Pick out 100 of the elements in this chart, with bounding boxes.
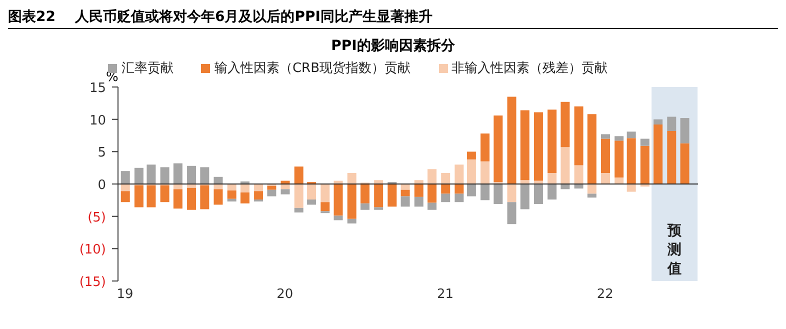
bar xyxy=(400,184,410,190)
bar xyxy=(374,184,384,208)
bar xyxy=(294,184,304,208)
bar xyxy=(400,196,410,207)
bar xyxy=(626,132,636,138)
bar xyxy=(466,159,476,184)
bar xyxy=(347,184,356,219)
bar xyxy=(534,184,543,204)
bar xyxy=(640,138,650,146)
bar xyxy=(574,165,584,184)
bar xyxy=(388,184,397,207)
bar xyxy=(466,152,476,160)
bar xyxy=(307,200,316,205)
bar xyxy=(173,163,182,184)
bar xyxy=(507,202,516,224)
legend-label: 非输入性因素（残差）贡献 xyxy=(450,60,608,77)
chart-subtitle: PPI的影响因素拆分 xyxy=(330,37,456,55)
bar xyxy=(600,134,610,139)
bar xyxy=(574,106,584,166)
bar xyxy=(360,203,370,210)
bar xyxy=(507,184,516,202)
x-tick-label: 21 xyxy=(436,287,454,302)
bar xyxy=(200,167,210,184)
bar xyxy=(160,167,170,184)
x-tick-label: 19 xyxy=(116,287,134,302)
bar xyxy=(374,180,384,184)
band-label: 预测值 xyxy=(666,223,683,277)
bar xyxy=(494,184,503,204)
bar xyxy=(560,147,570,184)
bar xyxy=(267,190,276,196)
bar xyxy=(320,184,330,202)
bar xyxy=(454,164,464,184)
bar xyxy=(654,124,663,184)
bar xyxy=(667,116,676,131)
bar xyxy=(414,180,424,184)
bar xyxy=(614,136,624,141)
bar xyxy=(187,188,196,210)
bar xyxy=(146,164,156,184)
bar xyxy=(466,184,476,196)
bar xyxy=(187,184,196,188)
bar xyxy=(587,184,596,194)
bar xyxy=(560,102,570,148)
bar xyxy=(120,184,130,192)
bar xyxy=(347,218,356,224)
legend-label: 输入性因素（CRB现货指数）贡献 xyxy=(213,60,411,77)
y-tick-label: 0 xyxy=(98,178,106,193)
bar xyxy=(254,191,264,200)
bar xyxy=(587,114,596,184)
bar xyxy=(160,185,170,202)
bar xyxy=(414,184,424,197)
bar xyxy=(320,202,330,212)
bar xyxy=(334,184,343,216)
bar xyxy=(240,192,250,204)
bar xyxy=(120,191,130,202)
bar xyxy=(520,180,530,184)
y-tick-label: (15) xyxy=(79,275,106,290)
bar xyxy=(534,112,543,181)
bar xyxy=(507,96,516,184)
bar xyxy=(214,176,223,184)
bar xyxy=(480,184,490,200)
bar xyxy=(360,184,370,204)
bar xyxy=(587,194,596,198)
bar xyxy=(548,184,557,200)
bar xyxy=(441,173,450,184)
bar xyxy=(400,190,410,196)
bar xyxy=(294,208,304,212)
bar xyxy=(667,130,676,184)
bar xyxy=(480,161,490,184)
bar xyxy=(146,185,156,208)
bar xyxy=(227,198,236,202)
bar xyxy=(441,194,450,202)
bar xyxy=(227,184,236,190)
bar xyxy=(654,119,663,125)
bar xyxy=(214,189,223,205)
y-tick-label: 15 xyxy=(89,81,106,96)
y-tick-label: 10 xyxy=(89,113,106,128)
bar xyxy=(600,138,610,174)
bar xyxy=(173,189,182,209)
bar xyxy=(134,185,144,208)
bar xyxy=(548,173,557,184)
bar xyxy=(227,190,236,199)
bar xyxy=(520,110,530,180)
bar xyxy=(307,184,316,200)
bar xyxy=(614,140,624,178)
bar xyxy=(134,168,144,184)
bar xyxy=(254,184,264,192)
bar xyxy=(294,166,304,184)
y-tick-label: (5) xyxy=(88,210,106,226)
bar xyxy=(494,115,503,182)
bar xyxy=(441,184,450,194)
bar xyxy=(626,184,636,192)
bar xyxy=(428,184,437,203)
x-tick-label: 20 xyxy=(276,287,294,302)
bar xyxy=(200,185,210,210)
bar xyxy=(640,146,650,184)
legend-label: 汇率贡献 xyxy=(121,61,174,76)
bar xyxy=(267,186,276,190)
bar xyxy=(428,169,437,184)
bar xyxy=(187,166,196,184)
bar xyxy=(334,216,343,220)
